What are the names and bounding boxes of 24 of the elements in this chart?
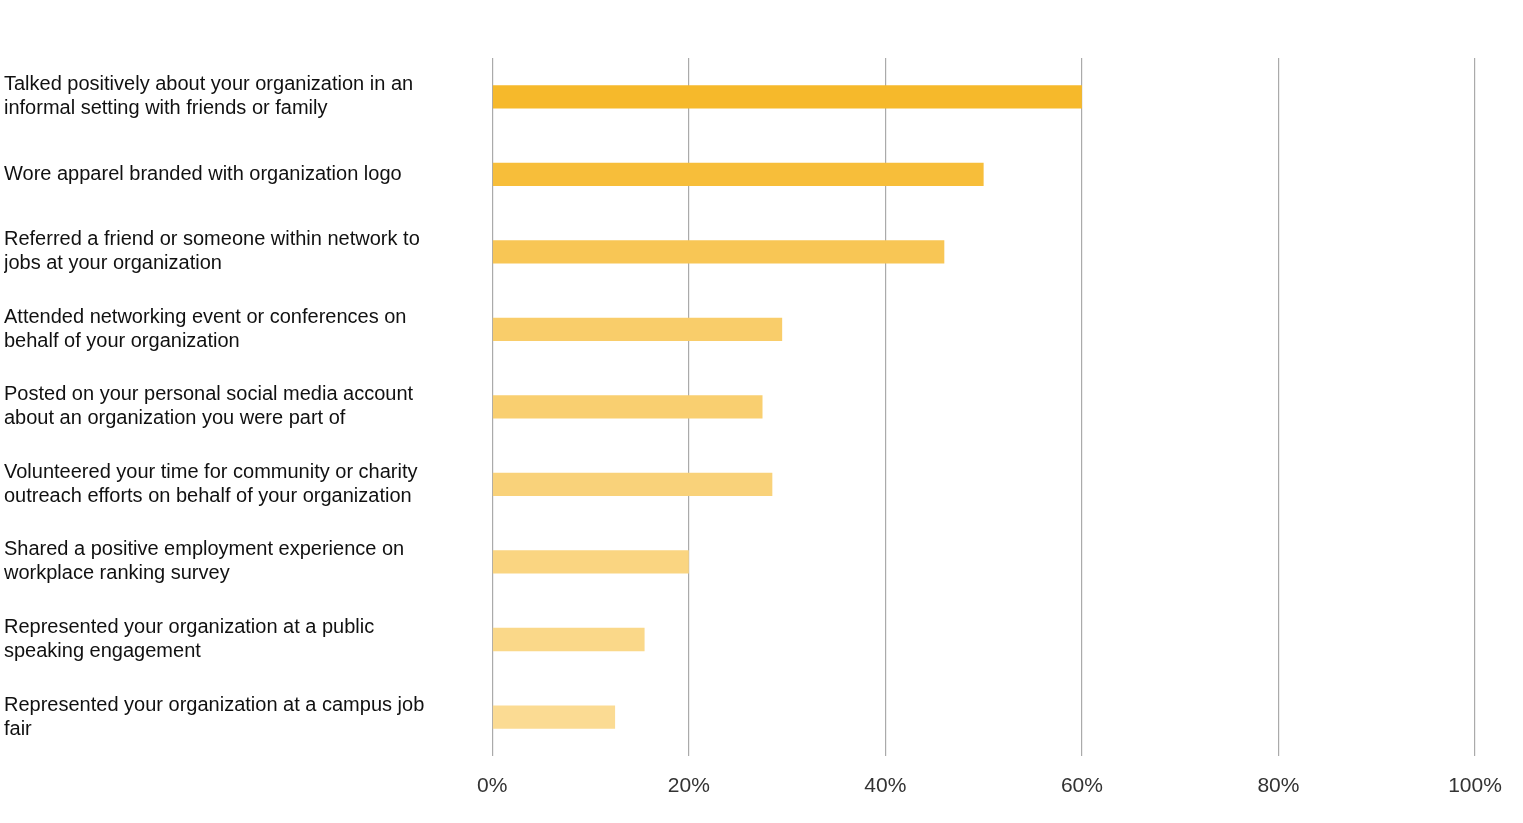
x-tick-label: 40% (864, 773, 907, 797)
x-tick-label: 100% (1448, 773, 1502, 797)
y-tick-label: Posted on your personal social media account about an organization you were part of (4, 382, 414, 429)
bar (492, 85, 1082, 109)
y-tick-label: Volunteered your time for community or charity outreach efforts on behalf of your organization (4, 459, 418, 506)
bar (492, 705, 616, 729)
x-tick-label: 0% (477, 773, 508, 797)
bar (492, 162, 984, 186)
x-tick-label: 60% (1060, 773, 1103, 797)
x-tick-label: 80% (1257, 773, 1300, 797)
y-tick-label: Shared a positive employment experience on workplace ranking survey (3, 537, 405, 584)
bar (492, 395, 763, 419)
y-tick-label: Represented your organization at a campus job fair (4, 692, 425, 739)
bar (492, 627, 645, 652)
y-tick-label: Talked positively about your organization in an informal setting with friends or family (4, 72, 414, 119)
y-tick-label: Wore apparel branded with organization logo (4, 161, 402, 184)
y-tick-label: Attended networking event or conferences on behalf of your organization (4, 304, 407, 351)
bar (492, 240, 945, 264)
y-tick-label: Represented your organization at a public speaking engagement (4, 615, 375, 662)
bar (492, 317, 783, 341)
x-tick-label: 20% (667, 773, 710, 797)
y-tick-label: Referred a friend or someone within network to jobs at your organization (3, 227, 420, 274)
bar (492, 472, 773, 497)
bar (492, 550, 689, 574)
